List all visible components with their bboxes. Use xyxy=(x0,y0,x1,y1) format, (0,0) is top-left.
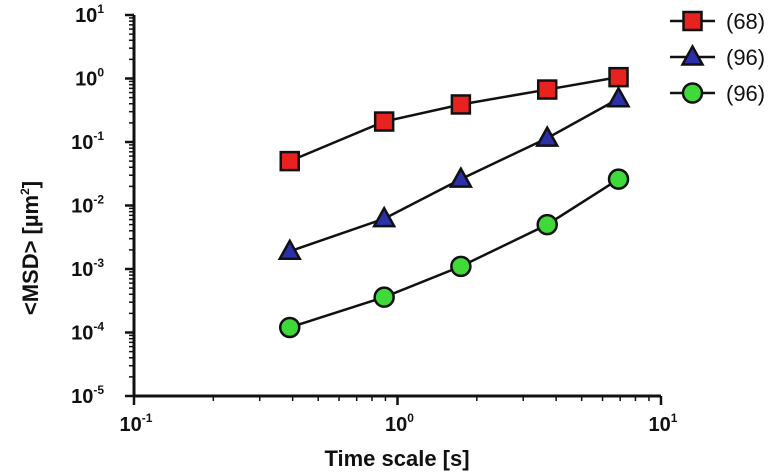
y-tick-base: 10 xyxy=(71,196,93,218)
y-tick-exp: -4 xyxy=(93,320,104,334)
series-1-point xyxy=(608,66,629,88)
series-1-point xyxy=(279,150,300,172)
series-2-point xyxy=(535,125,560,147)
y-tick-base: 10 xyxy=(71,386,93,408)
y-tick-label: 10-3 xyxy=(71,256,104,281)
y-tick-label: 10-5 xyxy=(71,383,104,408)
legend: (68) (96) (96) xyxy=(670,9,765,106)
series-2-point xyxy=(606,85,631,108)
legend-entry: (68) xyxy=(670,9,765,34)
x-tick-label: 100 xyxy=(385,411,414,436)
legend-marker xyxy=(680,43,705,66)
y-tick-exp: -1 xyxy=(93,129,104,143)
series-2-point xyxy=(277,238,302,261)
y-tick-exp: 1 xyxy=(97,2,104,16)
legend-marker xyxy=(682,10,703,32)
series-1-point xyxy=(536,79,558,100)
series-1-point xyxy=(450,94,472,115)
legend-label: (96) xyxy=(726,81,765,106)
y-tick-label: 10-1 xyxy=(71,129,104,154)
x-tick-base: 10 xyxy=(649,414,671,436)
y-axis-title-tail: ] xyxy=(18,181,43,188)
series-3-point xyxy=(450,255,472,278)
x-tick-exp: 0 xyxy=(407,411,414,425)
x-tick-label: 10-1 xyxy=(120,411,153,436)
y-tick-label: 10-2 xyxy=(71,193,104,218)
x-tick-exp: 1 xyxy=(671,411,678,425)
series-2-point xyxy=(448,166,474,188)
series-line-3 xyxy=(289,178,620,329)
y-tick-base: 10 xyxy=(75,69,97,91)
y-axis-title-sup: 2 xyxy=(18,188,32,195)
series-2-point xyxy=(372,205,397,228)
legend-label: (68) xyxy=(726,9,765,34)
x-tick-base: 10 xyxy=(120,414,142,436)
series-line-2 xyxy=(289,97,620,253)
legend-marker xyxy=(681,82,704,104)
x-tick-base: 10 xyxy=(385,414,407,436)
legend-label: (96) xyxy=(726,45,765,70)
y-tick-base: 10 xyxy=(75,5,97,27)
y-tick-label: 10-4 xyxy=(71,320,104,345)
y-tick-base: 10 xyxy=(71,323,93,345)
y-tick-exp: 0 xyxy=(97,66,104,80)
series-3-point xyxy=(373,286,395,308)
y-axis-title-main: <MSD> [µm xyxy=(18,195,43,315)
y-tick-exp: -3 xyxy=(93,256,104,270)
series-1-point xyxy=(373,111,395,132)
x-tick-label: 101 xyxy=(649,411,678,436)
series-line-1 xyxy=(289,75,619,163)
series-3-point xyxy=(607,168,630,190)
legend-entry: (96) xyxy=(670,43,765,70)
y-tick-exp: -2 xyxy=(93,193,104,207)
y-tick-label: 101 xyxy=(75,2,104,27)
y-tick-label: 100 xyxy=(75,66,104,91)
series-3-point xyxy=(278,316,301,339)
x-axis-title: Time scale [s] xyxy=(324,446,469,471)
y-axis-title: <MSD> [µm2] xyxy=(18,181,43,315)
y-tick-base: 10 xyxy=(71,259,93,281)
y-tick-base: 10 xyxy=(71,132,93,154)
y-tick-exp: -5 xyxy=(93,383,104,397)
series-3-point xyxy=(536,213,558,236)
legend-entry: (96) xyxy=(670,81,765,106)
x-tick-exp: -1 xyxy=(142,411,153,425)
